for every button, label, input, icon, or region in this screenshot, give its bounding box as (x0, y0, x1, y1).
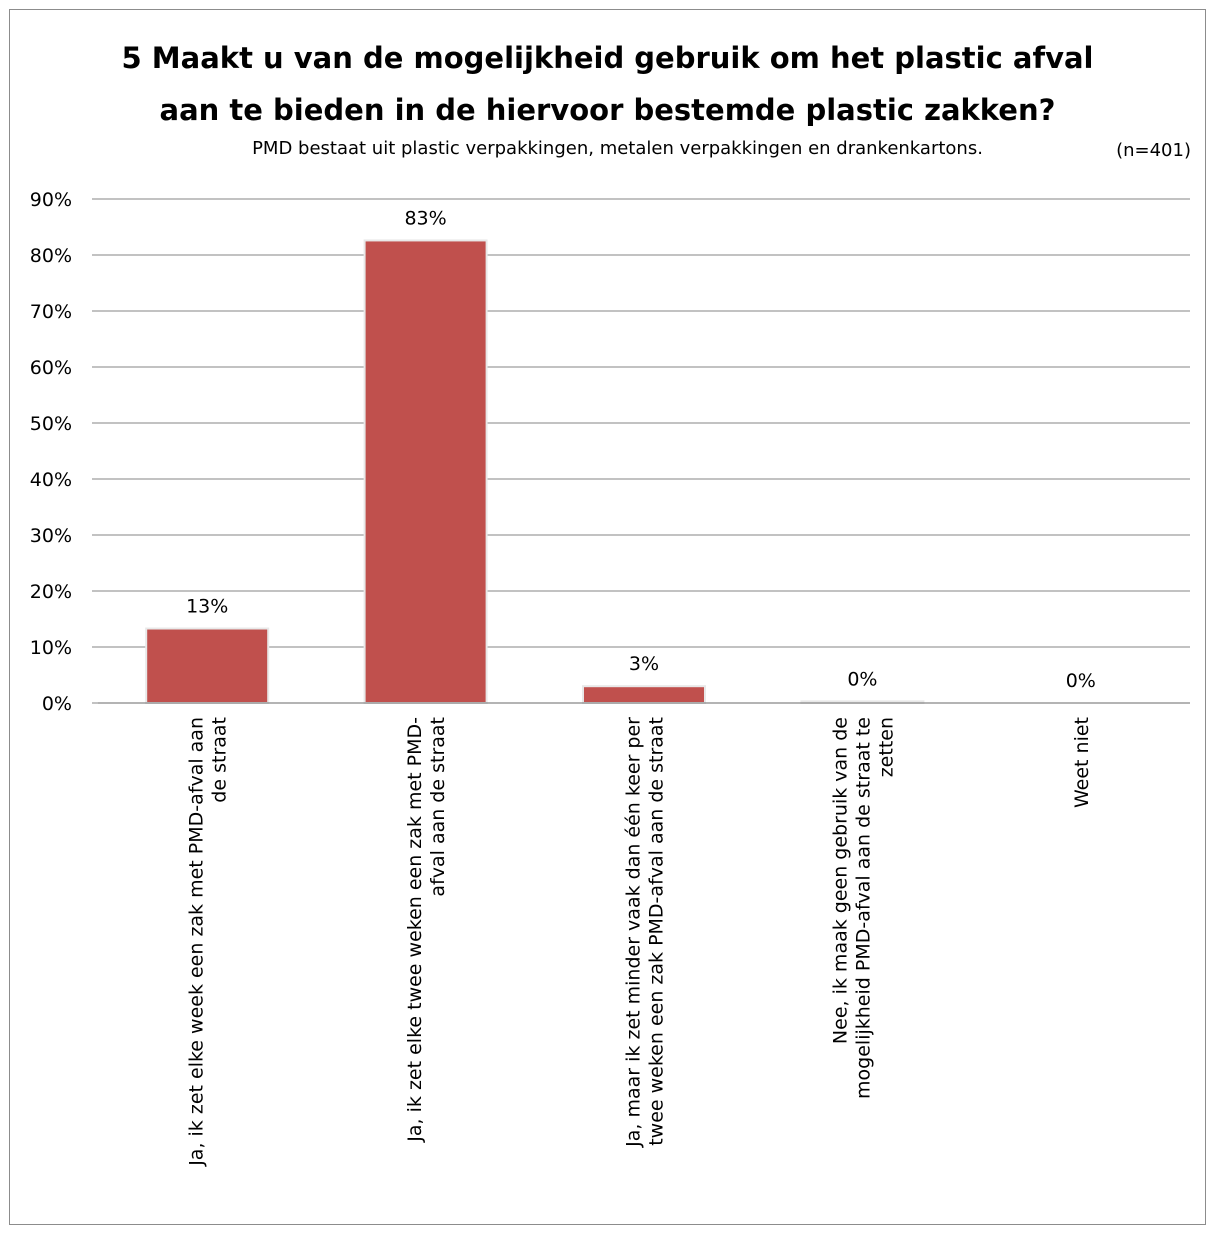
category-label-0: Ja, ik zet elke week een zak met PMD-afv… (186, 717, 231, 1167)
ytick-label-9: 90% (30, 189, 72, 211)
ytick-label-4: 40% (30, 469, 72, 491)
chart-subtitle: PMD bestaat uit plastic verpakkingen, me… (252, 138, 983, 159)
category-label-0-line-1: de straat (209, 717, 231, 803)
chart-title: 5 Maakt u van de mogelijkheid gebruik om… (0, 32, 1215, 136)
ytick-label-1: 10% (30, 637, 72, 659)
bar-0 (145, 627, 270, 705)
bar-2 (582, 685, 706, 705)
ytick-label-0: 0% (42, 693, 72, 715)
category-label-3-line-0: Nee, ik maak geen gebruik van de (829, 717, 851, 1044)
data-label-2: 3% (629, 653, 659, 675)
category-label-4-line-0: Weet niet (1071, 717, 1093, 808)
category-label-1: Ja, ik zet elke twee weken een zak met P… (404, 717, 449, 1143)
category-label-3-line-2: zetten (875, 717, 897, 777)
ytick-label-6: 60% (30, 357, 72, 379)
category-label-2: Ja, maar ik zet minder vaak dan één keer… (623, 717, 668, 1148)
ytick-label-8: 80% (30, 245, 72, 267)
category-label-3-line-1: mogelijkheid PMD-afval aan de straat te (852, 717, 874, 1099)
bar-1 (363, 239, 488, 704)
chart-frame (9, 9, 1206, 1225)
category-label-1-line-0: Ja, ik zet elke twee weken een zak met P… (404, 717, 426, 1143)
ytick-label-3: 30% (30, 525, 72, 547)
category-label-3: Nee, ik maak geen gebruik van demogelijk… (829, 717, 897, 1099)
category-label-1-line-1: afval aan de straat (427, 717, 449, 897)
data-label-1: 83% (404, 207, 446, 229)
sample-size-note: (n=401) (1116, 140, 1191, 161)
data-label-3: 0% (847, 668, 877, 690)
category-label-0-line-0: Ja, ik zet elke week een zak met PMD-afv… (186, 717, 208, 1167)
data-label-0: 13% (186, 596, 228, 618)
data-label-4: 0% (1066, 670, 1096, 692)
category-label-2-line-0: Ja, maar ik zet minder vaak dan één keer… (623, 717, 645, 1148)
ytick-label-5: 50% (30, 413, 72, 435)
ytick-label-7: 70% (30, 301, 72, 323)
category-label-4: Weet niet (1071, 717, 1093, 808)
category-label-2-line-1: twee weken een zak PMD-afval aan de stra… (646, 717, 668, 1146)
ytick-label-2: 20% (30, 581, 72, 603)
chart-title-line-2: aan te bieden in de hiervoor bestemde pl… (159, 93, 1056, 127)
chart-title-line-1: 5 Maakt u van de mogelijkheid gebruik om… (121, 41, 1094, 75)
